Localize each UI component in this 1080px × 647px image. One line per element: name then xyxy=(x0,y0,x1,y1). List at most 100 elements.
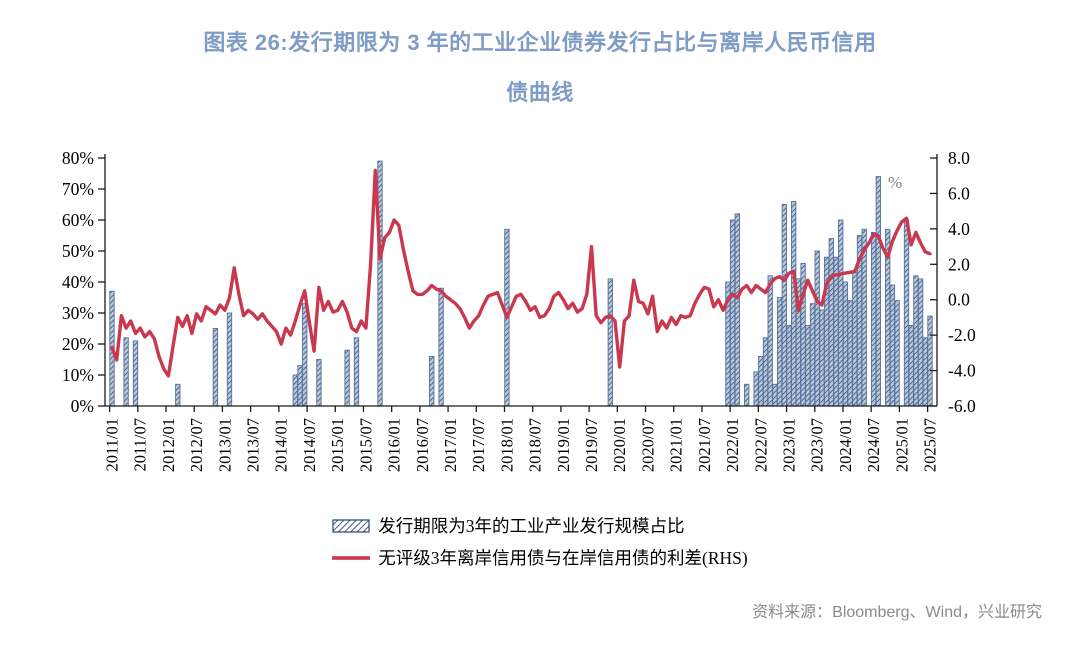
x-axis-tick-label: 2024/07 xyxy=(864,418,883,472)
x-axis-tick-label: 2024/01 xyxy=(836,418,855,472)
issuance-share-bar xyxy=(729,219,736,407)
x-axis-tick-label: 2013/07 xyxy=(244,418,263,472)
x-axis-tick-label: 2017/07 xyxy=(469,418,488,472)
x-axis-tick-label: 2012/01 xyxy=(159,418,178,472)
issuance-share-bar xyxy=(212,328,219,407)
source-note: 资料来源：Bloomberg、Wind，兴业研究 xyxy=(752,604,1042,621)
figure-title: 图表 26:发行期限为 3 年的工业企业债券发行占比与离岸人民币信用 债曲线 xyxy=(0,18,1080,118)
x-axis-tick-label: 2025/07 xyxy=(921,418,940,472)
issuance-share-bar xyxy=(922,337,928,407)
left-axis-tick-label: 70% xyxy=(62,179,94,199)
x-axis-tick-label: 2018/01 xyxy=(497,418,516,472)
issuance-share-bar xyxy=(875,176,881,407)
issuance-share-bar xyxy=(734,213,740,407)
left-axis-tick-label: 30% xyxy=(62,303,94,323)
x-axis-tick-label: 2015/01 xyxy=(328,418,347,472)
legend-label-line-series: 无评级3年离岸信用债与在岸信用债的利差(RHS) xyxy=(378,548,748,568)
x-axis-tick-label: 2017/01 xyxy=(441,418,460,472)
legend-label-bar-series: 发行期限为3年的工业产业发行规模占比 xyxy=(378,516,685,536)
issuance-share-bar xyxy=(781,204,787,407)
x-axis-tick-label: 2019/07 xyxy=(582,418,601,472)
issuance-share-bar xyxy=(852,272,858,407)
left-axis-tick-label: 10% xyxy=(62,365,94,385)
issuance-share-bar xyxy=(917,278,924,407)
right-axis-tick-label: -6.0 xyxy=(948,396,976,416)
percent-annotation: % xyxy=(888,173,902,192)
x-axis-tick-label: 2012/07 xyxy=(187,418,206,472)
issuance-share-bar xyxy=(776,297,783,407)
figure-title-line1: 图表 26:发行期限为 3 年的工业企业债券发行占比与离岸人民币信用 xyxy=(203,30,877,55)
issuance-share-bar xyxy=(819,309,825,407)
issuance-share-bar xyxy=(762,337,769,407)
issuance-share-bar xyxy=(132,340,139,407)
issuance-share-bar xyxy=(903,219,910,407)
issuance-share-bar xyxy=(292,374,298,407)
issuance-share-bar xyxy=(805,324,811,407)
right-axis-tick-label: 4.0 xyxy=(948,219,970,239)
red-line-swatch-icon xyxy=(332,555,371,560)
legend: 发行期限为3年的工业产业发行规模占比 无评级3年离岸信用债与在岸信用债的利差(R… xyxy=(0,511,1080,572)
issuance-share-bar xyxy=(838,219,844,407)
issuance-share-bar xyxy=(175,383,181,407)
x-axis-tick-label: 2016/01 xyxy=(385,418,404,472)
x-axis-tick-label: 2021/07 xyxy=(695,418,714,472)
x-axis-tick-label: 2023/07 xyxy=(808,418,827,472)
issuance-share-bar xyxy=(302,303,308,407)
right-axis-tick-label: 8.0 xyxy=(948,148,970,168)
x-axis-tick-label: 2023/01 xyxy=(779,418,798,472)
issuance-share-bar xyxy=(927,315,933,407)
chart-area: 0% 10% 20% 30% 40% 50% 60% 70% 80% -6.0 -4.0 -2.0 0.… xyxy=(62,148,976,472)
issuance-share-bar xyxy=(894,300,900,407)
x-axis-tick-label: 2011/07 xyxy=(131,418,150,471)
hatched-bar-swatch-icon xyxy=(332,518,370,533)
x-axis-tick-label: 2015/07 xyxy=(356,418,375,472)
issuance-share-bar xyxy=(833,256,839,407)
x-axis-tick-label: 2011/01 xyxy=(103,418,122,471)
left-axis-tick-label: 50% xyxy=(62,241,94,261)
issuance-share-bar xyxy=(870,231,877,407)
issuance-share-bar xyxy=(123,337,129,407)
x-axis-tick-label: 2022/01 xyxy=(723,418,742,472)
right-axis-tick-label: 6.0 xyxy=(948,183,970,203)
issuance-share-bar xyxy=(344,349,350,407)
issuance-share-bar xyxy=(429,355,435,407)
left-axis-tick-label: 60% xyxy=(62,210,94,230)
x-axis-tick-label: 2025/01 xyxy=(892,418,911,472)
left-axis-tick-label: 40% xyxy=(62,272,94,292)
issuance-share-bar xyxy=(814,250,820,407)
figure-title-line2: 债曲线 xyxy=(506,80,574,105)
issuance-share-bar xyxy=(753,371,759,407)
issuance-share-bar xyxy=(353,337,360,407)
issuance-share-bar xyxy=(226,312,233,407)
issuance-share-bar xyxy=(913,275,919,407)
issuance-share-bar xyxy=(744,383,750,407)
issuance-share-bar xyxy=(889,284,896,407)
issuance-share-bar xyxy=(758,355,764,407)
left-axis-tick-label: 20% xyxy=(62,334,94,354)
x-axis-tick-label: 2018/07 xyxy=(526,418,545,472)
x-axis-tick-label: 2013/01 xyxy=(215,418,234,472)
legend-item-bar-series: 发行期限为3年的工业产业发行规模占比 xyxy=(332,511,685,540)
issuance-share-bar xyxy=(438,287,444,407)
x-axis-tick-label: 2014/01 xyxy=(272,418,291,472)
legend-item-line-series: 无评级3年离岸信用债与在岸信用债的利差(RHS) xyxy=(332,543,748,572)
x-axis-tick-label: 2021/01 xyxy=(667,418,686,472)
x-axis-tick-label: 2020/07 xyxy=(638,418,657,472)
issuance-share-bar xyxy=(297,365,303,407)
issuance-share-bar xyxy=(847,300,853,407)
issuance-share-bar xyxy=(786,324,792,407)
x-axis-tick-label: 2022/07 xyxy=(751,418,770,472)
spread-line xyxy=(110,168,932,378)
right-axis-tick-label: -4.0 xyxy=(948,361,976,381)
issuance-share-bar xyxy=(828,238,834,407)
issuance-share-bar xyxy=(377,160,383,407)
left-axis-tick-label: 80% xyxy=(62,148,94,168)
right-axis-tick-label: -2.0 xyxy=(948,325,976,345)
issuance-share-bar xyxy=(316,359,322,407)
issuance-share-bar xyxy=(842,281,849,407)
x-axis-tick-label: 2016/07 xyxy=(413,418,432,472)
issuance-share-bar xyxy=(791,200,797,407)
issuance-share-bar xyxy=(607,278,613,407)
x-axis-tick-label: 2020/01 xyxy=(610,418,629,472)
